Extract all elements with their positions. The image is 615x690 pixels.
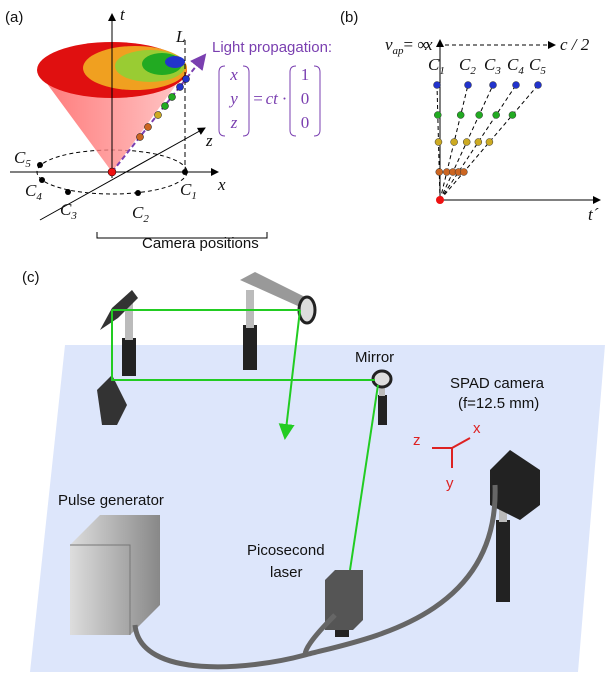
sub: 1 (191, 190, 197, 202)
equals: = (253, 89, 263, 108)
dot (490, 82, 497, 89)
letter: C (428, 55, 440, 74)
letter: C (459, 55, 471, 74)
vector-entry: z (230, 113, 238, 132)
rest: = ∞ (404, 35, 430, 54)
camera-label: C3 (60, 200, 77, 222)
camera-label: C3 (484, 55, 501, 77)
dot (493, 112, 500, 119)
sub: 1 (439, 65, 445, 77)
letter: C (14, 148, 26, 167)
panel-c: (c) Mirror SPAD camera (f=12.5 mm) z x y… (22, 269, 605, 672)
axis-label: z (205, 131, 213, 150)
origin (436, 196, 444, 204)
dot (460, 169, 467, 176)
dot (486, 139, 493, 146)
sub: 2 (470, 65, 476, 77)
line-label: L (175, 27, 185, 46)
dot (434, 112, 441, 119)
camera-label: C4 (507, 55, 524, 77)
axis-label: t´ (588, 205, 599, 224)
label: (f=12.5 mm) (458, 395, 539, 412)
dot (535, 82, 542, 89)
axis-label: y (446, 475, 454, 492)
velocity: vap= ∞ (385, 35, 430, 57)
letter: C (25, 181, 37, 200)
sub: 2 (143, 213, 149, 225)
camera-label: C2 (459, 55, 476, 77)
letter: C (529, 55, 541, 74)
axis-label: x (217, 175, 226, 194)
camera-label: C1 (428, 55, 445, 77)
panel-label: (b) (340, 9, 358, 26)
caption: Camera positions (142, 235, 259, 252)
letter: C (507, 55, 519, 74)
camera-label: C5 (14, 148, 31, 170)
limit: c / 2 (560, 35, 590, 54)
dot (436, 169, 443, 176)
dot (465, 82, 472, 89)
direction-entry: 0 (301, 89, 310, 108)
label: Picosecond (247, 542, 325, 559)
dot (435, 139, 442, 146)
label: SPAD camera (450, 375, 545, 392)
letter: C (132, 203, 144, 222)
factor: ct · (266, 89, 287, 108)
dot (475, 139, 482, 146)
sub: 4 (518, 65, 524, 77)
direction-entry: 0 (301, 113, 310, 132)
dot (457, 112, 464, 119)
label: laser (270, 564, 303, 581)
sub: 5 (540, 65, 546, 77)
sub: 5 (25, 158, 31, 170)
letter: C (180, 180, 192, 199)
vector-entry: y (228, 89, 238, 108)
dot (463, 139, 470, 146)
direction-entry: 1 (301, 65, 310, 84)
letter: C (484, 55, 496, 74)
label: Mirror (355, 349, 394, 366)
axis-label: z (413, 432, 421, 449)
dot (509, 112, 516, 119)
panel-label: (c) (22, 269, 40, 286)
label: Pulse generator (58, 492, 164, 509)
letter: C (60, 200, 72, 219)
axis-label: t (120, 5, 126, 24)
dot (451, 139, 458, 146)
figure: (a) t L z x Light propagation: Camera po… (0, 0, 615, 685)
dot (476, 112, 483, 119)
camera-label: C5 (529, 55, 546, 77)
axis-label: x (473, 420, 481, 437)
sub: 3 (494, 65, 501, 77)
camera-label: C4 (25, 181, 42, 203)
dot (513, 82, 520, 89)
vector-entry: x (229, 65, 238, 84)
panel-label: (a) (5, 9, 23, 26)
caption: Light propagation: (212, 39, 332, 56)
camera-label: C2 (132, 203, 149, 225)
camera-label: C1 (180, 180, 197, 202)
sub: 3 (70, 210, 77, 222)
sub: ap (393, 45, 405, 57)
panel-a: (a) t L z x Light propagation: Camera po… (5, 5, 332, 252)
dot (434, 82, 441, 89)
sub: 4 (36, 191, 42, 203)
